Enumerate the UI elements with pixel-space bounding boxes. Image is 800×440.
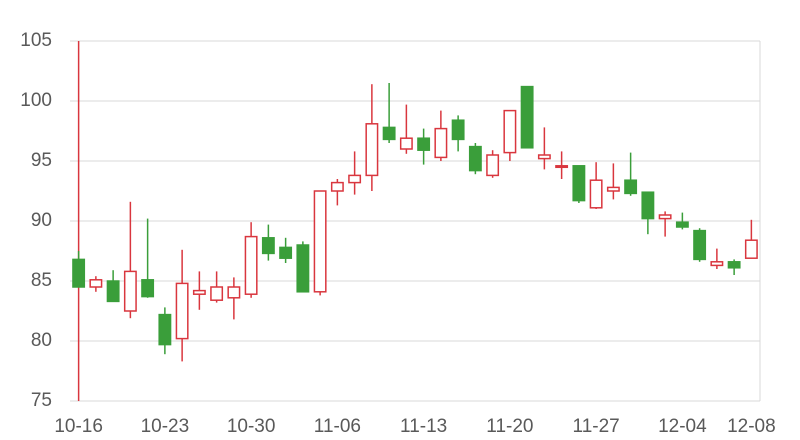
candle-body xyxy=(658,214,672,220)
candle-body xyxy=(520,85,534,149)
candle-body xyxy=(693,229,707,261)
candle-body xyxy=(175,282,189,340)
candle-body xyxy=(417,137,431,151)
candle-body xyxy=(486,154,500,177)
x-tick-label: 11-27 xyxy=(573,416,620,437)
x-tick-label: 11-06 xyxy=(314,416,361,437)
candle-body xyxy=(503,109,517,154)
candle-body xyxy=(244,235,258,295)
candle-body xyxy=(744,239,758,259)
candle-body xyxy=(451,119,465,141)
candle-body xyxy=(296,244,310,293)
y-tick-label: 95 xyxy=(31,150,52,171)
candle-body xyxy=(537,154,551,160)
candle-body xyxy=(141,279,155,298)
candle-body xyxy=(72,258,86,288)
candle-body xyxy=(330,181,344,192)
candle-body xyxy=(348,174,362,184)
candle-body xyxy=(434,127,448,159)
y-tick-label: 75 xyxy=(31,390,52,411)
y-tick-label: 100 xyxy=(20,90,52,111)
candle-body xyxy=(210,286,224,301)
candle-body xyxy=(158,313,172,346)
y-tick-label: 85 xyxy=(31,270,52,291)
candle-body xyxy=(123,270,137,312)
candle-body xyxy=(589,179,603,209)
candle-body xyxy=(710,261,724,267)
candle-body xyxy=(641,191,655,220)
candle-body xyxy=(227,286,241,299)
candle-body xyxy=(279,246,293,259)
candle-body xyxy=(365,123,379,177)
y-tick-label: 105 xyxy=(20,30,52,51)
candle-body xyxy=(675,221,689,228)
candle-body xyxy=(572,165,586,202)
candle-body xyxy=(399,137,413,150)
candle-body xyxy=(624,179,638,195)
x-tick-label: 11-13 xyxy=(400,416,447,437)
x-tick-label: 10-23 xyxy=(141,416,190,437)
candle-body xyxy=(555,165,569,169)
y-tick-label: 90 xyxy=(31,210,52,231)
x-tick-label: 10-30 xyxy=(227,416,276,437)
x-tick-label: 11-20 xyxy=(486,416,533,437)
candle-body xyxy=(89,279,103,288)
candle-body xyxy=(313,190,327,293)
x-tick-label: 12-08 xyxy=(727,416,776,437)
candle-body xyxy=(727,261,741,269)
x-tick-label: 10-16 xyxy=(54,416,103,437)
x-tick-label: 12-04 xyxy=(658,416,707,437)
candle-body xyxy=(606,186,620,192)
candle-body xyxy=(468,145,482,172)
candle-body xyxy=(382,126,396,141)
candle-body xyxy=(261,237,275,255)
candle-body xyxy=(106,280,120,303)
y-tick-label: 80 xyxy=(31,330,52,351)
candle-body xyxy=(192,289,206,295)
